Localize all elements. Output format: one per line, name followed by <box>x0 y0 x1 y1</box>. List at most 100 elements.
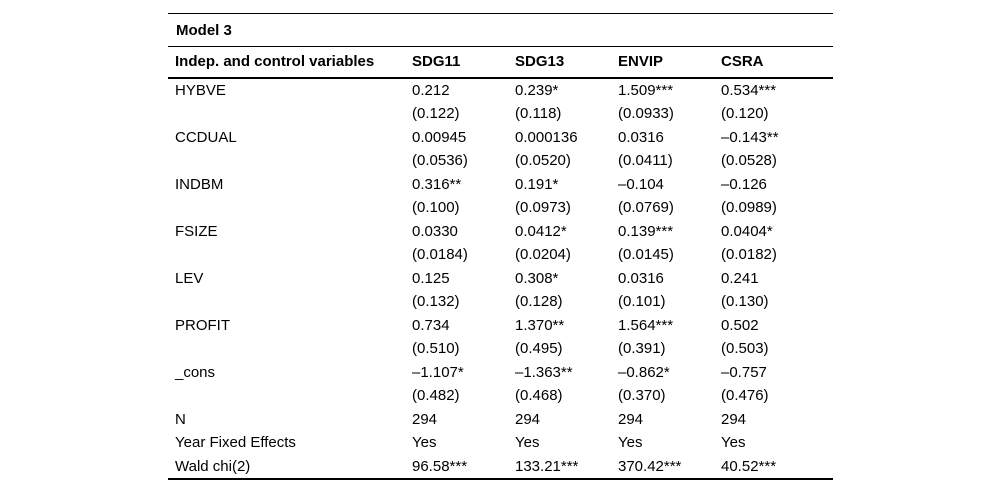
cell-value: 0.139*** <box>618 222 674 240</box>
row-label: INDBM <box>175 175 224 193</box>
cell-value: –0.143** <box>721 128 779 146</box>
row-label <box>168 337 405 361</box>
cell-value: 0.0412* <box>515 222 567 240</box>
table-row: Year Fixed Effects Yes Yes Yes Yes <box>168 431 833 455</box>
cell-value: (0.0520) <box>515 152 571 169</box>
cell-value: (0.0536) <box>412 152 468 169</box>
cell-value: –0.757 <box>721 363 767 381</box>
row-label: PROFIT <box>175 316 230 334</box>
row-label: _cons <box>175 363 216 381</box>
row-label: Year Fixed Effects <box>175 434 296 451</box>
cell-value: (0.391) <box>618 340 666 357</box>
cell-value: Yes <box>618 434 643 451</box>
column-header-sdg13: SDG13 <box>508 46 611 79</box>
cell-value: 0.0330 <box>412 222 458 240</box>
row-label <box>168 243 405 267</box>
cell-value: Yes <box>412 434 437 451</box>
cell-value: (0.120) <box>721 105 769 122</box>
table-row: HYBVE 0.212 0.239* 1.509*** 0.534*** <box>168 78 833 103</box>
cell-value: 294 <box>618 410 644 428</box>
cell-value: 133.21*** <box>515 457 579 475</box>
row-label: CCDUAL <box>175 128 237 146</box>
table-row: PROFIT 0.734 1.370** 1.564*** 0.502 <box>168 314 833 338</box>
table-row: _cons –1.107* –1.363** –0.862* –0.757 <box>168 361 833 385</box>
row-label <box>168 384 405 408</box>
cell-value: 0.212 <box>412 81 450 99</box>
cell-value: (0.128) <box>515 293 563 310</box>
table-row: LEV 0.125 0.308* 0.0316 0.241 <box>168 267 833 291</box>
cell-value: (0.0204) <box>515 246 571 263</box>
cell-value: (0.0411) <box>618 152 673 169</box>
cell-value: (0.0769) <box>618 199 674 216</box>
cell-value: 1.509*** <box>618 81 674 99</box>
cell-value: (0.0528) <box>721 152 777 169</box>
table-row: (0.0536) (0.0520) (0.0411) (0.0528) <box>168 149 833 173</box>
cell-value: 0.734 <box>412 316 450 334</box>
table-row: (0.132) (0.128) (0.101) (0.130) <box>168 290 833 314</box>
row-label <box>168 290 405 314</box>
cell-value: 0.191* <box>515 175 559 193</box>
cell-value: –1.363** <box>515 363 573 381</box>
table-body: HYBVE 0.212 0.239* 1.509*** 0.534*** (0.122) (… <box>168 78 833 480</box>
cell-value: (0.0973) <box>515 199 571 216</box>
cell-value: –0.126 <box>721 175 767 193</box>
cell-value: (0.370) <box>618 387 666 404</box>
row-label <box>168 196 405 220</box>
table-header-row: Indep. and control variables SDG11 SDG13… <box>168 46 834 79</box>
cell-value: 0.00945 <box>412 128 467 146</box>
cell-value: 0.308* <box>515 269 559 287</box>
row-label <box>168 149 405 173</box>
cell-value: (0.122) <box>412 105 460 122</box>
cell-value: 0.534*** <box>721 81 777 99</box>
cell-value: 294 <box>721 410 747 428</box>
table-row: (0.122) (0.118) (0.0933) (0.120) <box>168 102 833 126</box>
table-row: CCDUAL 0.00945 0.000136 0.0316 –0.143** <box>168 126 833 150</box>
cell-value: 0.241 <box>721 269 759 287</box>
table-title-row: Model 3 <box>168 13 834 47</box>
table-row: (0.0184) (0.0204) (0.0145) (0.0182) <box>168 243 833 267</box>
row-label: HYBVE <box>175 81 226 99</box>
table-row: (0.482) (0.468) (0.370) (0.476) <box>168 384 833 408</box>
cell-value: 0.0404* <box>721 222 773 240</box>
results-table: Model 3 Indep. and control variables SDG… <box>168 13 834 480</box>
row-label: LEV <box>175 269 204 287</box>
cell-value: (0.118) <box>515 105 562 122</box>
table-row: Wald chi(2) 96.58*** 133.21*** 370.42*** 40.… <box>168 455 833 480</box>
cell-value: (0.101) <box>618 293 666 310</box>
cell-value: (0.0989) <box>721 199 777 216</box>
cell-value: (0.510) <box>412 340 460 357</box>
table-row: N 294 294 294 294 <box>168 408 833 432</box>
column-header-variables: Indep. and control variables <box>168 46 405 79</box>
cell-value: Yes <box>721 434 746 451</box>
cell-value: –0.104 <box>618 175 664 193</box>
cell-value: 1.564*** <box>618 316 674 334</box>
cell-value: 294 <box>412 410 438 428</box>
table-row: FSIZE 0.0330 0.0412* 0.139*** 0.0404* <box>168 220 833 244</box>
cell-value: (0.132) <box>412 293 460 310</box>
table-row: (0.100) (0.0973) (0.0769) (0.0989) <box>168 196 833 220</box>
cell-value: (0.0184) <box>412 246 468 263</box>
cell-value: 0.316** <box>412 175 462 193</box>
cell-value: 1.370** <box>515 316 565 334</box>
cell-value: 0.125 <box>412 269 450 287</box>
cell-value: (0.503) <box>721 340 769 357</box>
row-label <box>168 102 405 126</box>
cell-value: 294 <box>515 410 541 428</box>
cell-value: 0.0316 <box>618 269 664 287</box>
table-title: Model 3 <box>168 13 834 47</box>
row-label: FSIZE <box>175 222 218 240</box>
table-row: INDBM 0.316** 0.191* –0.104 –0.126 <box>168 173 833 197</box>
column-header-sdg11: SDG11 <box>405 46 508 79</box>
cell-value: (0.130) <box>721 293 769 310</box>
cell-value: 0.000136 <box>515 128 578 146</box>
column-header-envip: ENVIP <box>611 46 714 79</box>
cell-value: 96.58*** <box>412 457 468 475</box>
cell-value: (0.0182) <box>721 246 777 263</box>
cell-value: (0.495) <box>515 340 563 357</box>
cell-value: 0.239* <box>515 81 559 99</box>
cell-value: (0.0145) <box>618 246 674 263</box>
cell-value: 40.52*** <box>721 457 777 475</box>
cell-value: 0.502 <box>721 316 759 334</box>
regression-results-table: Model 3 Indep. and control variables SDG… <box>168 13 834 480</box>
cell-value: (0.468) <box>515 387 563 404</box>
